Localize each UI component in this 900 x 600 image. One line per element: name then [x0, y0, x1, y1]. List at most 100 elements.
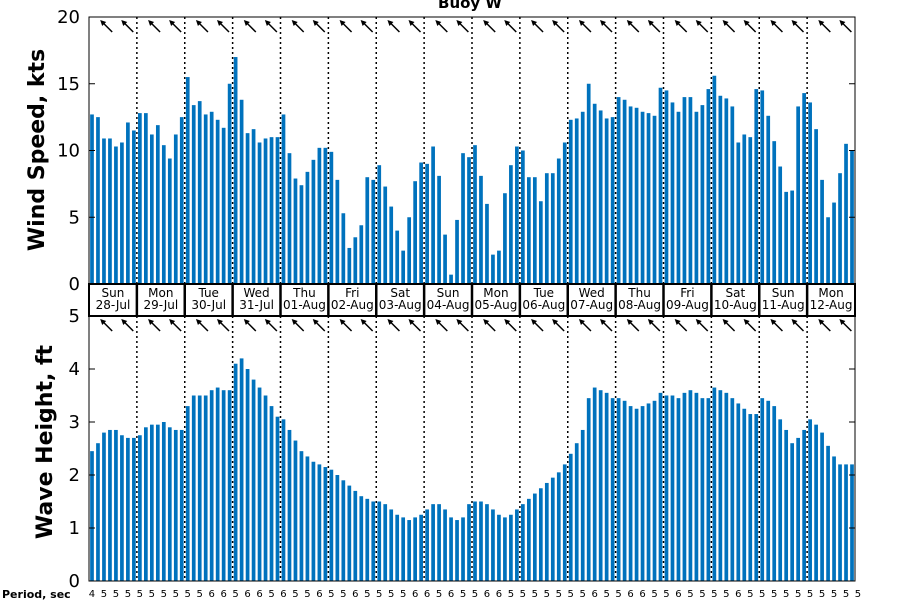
wind-bar: [742, 134, 747, 284]
arrow-northwest-icon: [818, 319, 831, 332]
period-value: 5: [771, 589, 777, 600]
wave-bar: [850, 464, 854, 581]
wave-bar: [700, 398, 705, 581]
wind-y-axis-label: Wind Speed, kts: [25, 49, 50, 251]
wave-bar: [527, 498, 531, 581]
day-of-week-label: Mon: [483, 286, 508, 300]
arrow-northwest-icon: [121, 319, 134, 332]
period-value: 5: [340, 589, 346, 600]
wave-bar: [712, 387, 717, 581]
arrow-northwest-icon: [195, 319, 209, 332]
period-value: 5: [747, 589, 753, 600]
wind-bar: [449, 274, 453, 284]
wind-bar: [760, 90, 765, 285]
wind-bar: [293, 178, 298, 284]
period-value: 6: [244, 589, 250, 600]
wind-bar: [138, 113, 142, 285]
period-value: 5: [615, 589, 621, 600]
wind-bar: [179, 117, 184, 285]
wave-bar: [550, 477, 555, 581]
arrow-northwest-icon: [291, 20, 305, 33]
arrow-northwest-icon: [839, 20, 852, 33]
period-value: 5: [388, 589, 394, 600]
wave-axes-frame: [88, 315, 856, 582]
wave-bar: [167, 427, 172, 581]
wind-bar: [640, 111, 645, 284]
date-label: 01-Aug: [283, 298, 326, 312]
wind-bar: [239, 99, 244, 285]
period-label: Period, sec: [2, 588, 71, 600]
wind-bar: [197, 101, 202, 284]
arrow-northwest-icon: [456, 319, 469, 332]
arrow-northwest-icon: [791, 319, 805, 332]
wave-bar: [138, 435, 142, 581]
period-value: 5: [232, 589, 238, 600]
arrow-northwest-icon: [770, 319, 783, 332]
wind-bar: [670, 102, 675, 284]
wind-bar: [251, 129, 256, 284]
period-value: 5: [819, 589, 825, 600]
wave-bar: [664, 395, 669, 581]
wind-bar: [455, 219, 459, 284]
arrow-northwest-icon: [722, 20, 736, 33]
date-label: 04-Aug: [427, 298, 470, 312]
arrow-northwest-icon: [121, 20, 134, 33]
arrow-northwest-icon: [531, 20, 544, 33]
wind-bar: [521, 150, 525, 284]
wind-bar: [664, 90, 669, 285]
wave-bar: [191, 395, 196, 581]
wave-panel: 0 1 2 3 4 5 Wave Height, ft: [33, 306, 856, 592]
period-value: 6: [412, 589, 418, 600]
wind-bar: [437, 175, 441, 284]
wind-bar: [622, 99, 627, 285]
wave-bar: [748, 414, 753, 581]
wind-bar: [353, 237, 358, 284]
wind-bar: [730, 106, 735, 284]
wave-bar: [509, 514, 513, 581]
wind-bar: [784, 191, 789, 284]
wave-bar: [544, 482, 549, 581]
wind-bar: [820, 179, 824, 284]
period-value: 5: [651, 589, 657, 600]
period-value: 5: [663, 589, 669, 600]
wave-bar: [622, 400, 627, 581]
wind-bar: [658, 87, 663, 284]
period-value: 5: [687, 589, 693, 600]
wave-bar: [173, 429, 178, 581]
wind-bar: [736, 142, 741, 284]
wave-bar: [108, 429, 112, 581]
date-label: 28-Jul: [96, 298, 131, 312]
wind-bar: [461, 153, 465, 284]
wind-bar: [245, 133, 250, 284]
arrow-northwest-icon: [148, 319, 161, 332]
wind-bar: [155, 125, 160, 284]
wind-bar: [323, 147, 328, 284]
wave-bar: [275, 416, 280, 581]
wave-bar: [634, 408, 639, 581]
wave-bar: [676, 398, 681, 581]
wind-bar: [473, 145, 477, 284]
wind-bar: [527, 177, 531, 284]
wind-bar: [491, 254, 495, 284]
wind-bar: [191, 105, 196, 284]
wind-bar: [269, 137, 274, 284]
day-of-week-label: Wed: [579, 286, 605, 300]
wind-bar: [215, 119, 220, 284]
wave-bar: [688, 390, 693, 581]
wave-bar: [742, 408, 747, 581]
arrow-northwest-icon: [264, 319, 278, 332]
date-label: 05-Aug: [475, 298, 518, 312]
wave-bar: [377, 501, 382, 581]
wind-bar: [479, 175, 483, 284]
period-value: 5: [783, 589, 789, 600]
date-label: 08-Aug: [618, 298, 661, 312]
wind-bar: [568, 119, 573, 284]
wind-y-tick-label: 20: [57, 7, 80, 28]
period-value: 5: [173, 589, 179, 600]
period-value: 5: [149, 589, 155, 600]
wave-bar: [455, 520, 459, 581]
arrow-northwest-icon: [695, 319, 709, 332]
wave-bar: [766, 400, 771, 581]
wave-bar: [287, 429, 292, 581]
period-value: 5: [723, 589, 729, 600]
